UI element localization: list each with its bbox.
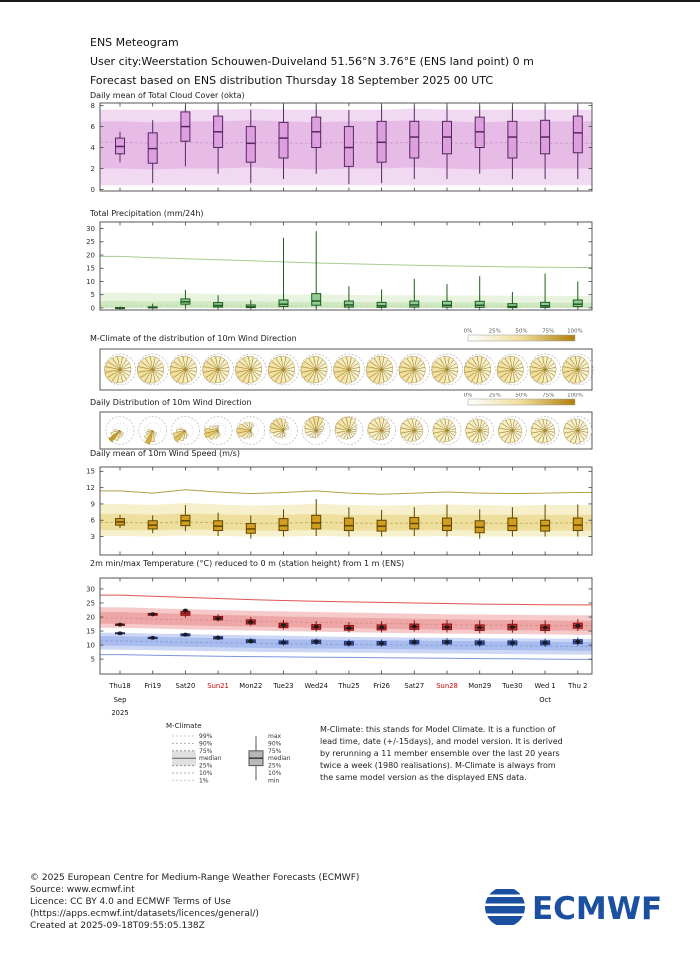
panel-title-wind-speed: Daily mean of 10m Wind Speed (m/s) xyxy=(90,449,240,458)
svg-text:75%: 75% xyxy=(199,748,213,755)
svg-text:10: 10 xyxy=(86,278,95,286)
temperature-chart: 5 10 15 20 25 30 xyxy=(86,577,593,675)
wind-direction-mclimate-chart: 0% 25% 50% 75% 100% xyxy=(99,329,594,391)
footer-created: Created at 2025-09-18T09:55:05.138Z xyxy=(30,920,205,931)
svg-text:100%: 100% xyxy=(567,329,583,335)
svg-text:median: median xyxy=(268,755,291,762)
svg-text:ECMWF: ECMWF xyxy=(532,891,662,927)
panel-title-cloud-cover: Daily mean of Total Cloud Cover (okta) xyxy=(90,91,245,100)
svg-text:max: max xyxy=(268,733,282,740)
svg-text:8: 8 xyxy=(91,102,95,110)
svg-text:0: 0 xyxy=(91,186,95,194)
precipitation-chart: 0 5 10 15 20 25 30 xyxy=(86,221,593,312)
cloud-cover-chart: 0 2 4 6 8 xyxy=(91,102,593,194)
svg-text:75%: 75% xyxy=(542,393,554,399)
svg-text:25%: 25% xyxy=(489,329,501,335)
svg-text:25: 25 xyxy=(86,599,95,607)
svg-text:Tue30: Tue30 xyxy=(501,682,522,690)
svg-text:15: 15 xyxy=(86,468,95,476)
svg-text:75%: 75% xyxy=(542,329,554,335)
svg-text:90%: 90% xyxy=(199,740,213,747)
svg-text:15: 15 xyxy=(86,265,95,273)
svg-text:25%: 25% xyxy=(199,763,213,770)
svg-text:75%: 75% xyxy=(268,748,282,755)
svg-text:50%: 50% xyxy=(515,329,527,335)
header: ENS Meteogram User city:Weerstation Scho… xyxy=(90,36,534,93)
svg-text:90%: 90% xyxy=(268,740,282,747)
svg-text:20: 20 xyxy=(86,613,95,621)
svg-text:25%: 25% xyxy=(489,393,501,399)
svg-text:3: 3 xyxy=(91,533,95,541)
svg-text:10: 10 xyxy=(86,641,95,649)
mclimate-note: M-Climate: this stands for Model Climate… xyxy=(320,725,563,782)
footer-source: Source: www.ecmwf.int xyxy=(30,884,135,895)
svg-text:1%: 1% xyxy=(199,777,209,784)
svg-text:M-Climate: M-Climate xyxy=(166,722,202,730)
svg-text:Thu25: Thu25 xyxy=(337,682,359,690)
svg-text:Mon29: Mon29 xyxy=(468,682,491,690)
svg-text:100%: 100% xyxy=(567,393,583,399)
svg-text:Oct: Oct xyxy=(539,696,551,704)
svg-text:Mon22: Mon22 xyxy=(239,682,262,690)
svg-text:6: 6 xyxy=(91,517,96,525)
svg-text:15: 15 xyxy=(86,627,95,635)
svg-text:Fri26: Fri26 xyxy=(373,682,390,690)
svg-text:12: 12 xyxy=(86,484,95,492)
x-axis-date-labels: Thu18 Fri19 Sat20 Sun21 Mon22 Tue23 Wed24 Thu25… xyxy=(108,682,587,717)
svg-text:30: 30 xyxy=(86,585,95,593)
svg-text:25: 25 xyxy=(86,238,95,246)
svg-text:5: 5 xyxy=(91,291,95,299)
svg-text:0: 0 xyxy=(91,304,95,312)
svg-text:min: min xyxy=(268,777,280,784)
svg-text:20: 20 xyxy=(86,251,95,259)
svg-text:median: median xyxy=(199,755,222,762)
svg-text:99%: 99% xyxy=(199,733,213,740)
panel-title-precipitation: Total Precipitation (mm/24h) xyxy=(90,209,204,218)
svg-text:0%: 0% xyxy=(464,393,473,399)
svg-text:Sun21: Sun21 xyxy=(207,682,229,690)
svg-text:Sat20: Sat20 xyxy=(176,682,196,690)
svg-text:2: 2 xyxy=(91,165,95,173)
svg-text:Thu18: Thu18 xyxy=(108,682,130,690)
boxplot-legend: M-Climate99%90%75%median25%10%1%max90%75… xyxy=(166,722,291,784)
panel-title-wind-direction-daily: Daily Distribution of 10m Wind Direction xyxy=(90,398,252,407)
forecast-line: Forecast based on ENS distribution Thurs… xyxy=(90,74,494,87)
svg-text:Thu 2: Thu 2 xyxy=(567,682,587,690)
footer-licence: Licence: CC BY 4.0 and ECMWF Terms of Us… xyxy=(30,896,259,919)
footer-copyright: © 2025 European Centre for Medium-Range … xyxy=(30,873,360,883)
footer: © 2025 European Centre for Medium-Range … xyxy=(30,873,378,933)
svg-text:Tue23: Tue23 xyxy=(272,682,293,690)
svg-text:Sun28: Sun28 xyxy=(436,682,458,690)
window-top-edge xyxy=(0,0,700,2)
svg-text:6: 6 xyxy=(91,123,96,131)
svg-text:30: 30 xyxy=(86,225,95,233)
svg-text:Wed 1: Wed 1 xyxy=(534,682,555,690)
svg-text:Sat27: Sat27 xyxy=(404,682,424,690)
svg-text:5: 5 xyxy=(91,656,95,664)
panel-title-wind-direction-mclimate: M-Climate of the distribution of 10m Win… xyxy=(90,334,297,343)
svg-text:4: 4 xyxy=(91,144,96,152)
svg-text:2025: 2025 xyxy=(111,709,128,717)
svg-text:50%: 50% xyxy=(515,393,527,399)
user-city-line: User city:Weerstation Schouwen-Duiveland… xyxy=(90,55,534,68)
page-title: ENS Meteogram xyxy=(90,36,179,49)
panel-title-temperature: 2m min/max Temperature (°C) reduced to 0… xyxy=(90,559,405,568)
svg-text:Fri19: Fri19 xyxy=(144,682,161,690)
svg-text:25%: 25% xyxy=(268,763,282,770)
svg-text:Wed24: Wed24 xyxy=(304,682,327,690)
svg-text:10%: 10% xyxy=(268,770,282,777)
ecmwf-logo: ECMWF xyxy=(485,889,662,927)
svg-text:9: 9 xyxy=(91,500,95,508)
svg-text:Sep: Sep xyxy=(114,696,127,704)
wind-direction-daily-chart: 0% 25% 50% 75% 100% xyxy=(99,393,593,450)
wind-speed-chart: 3 6 9 12 15 xyxy=(86,466,593,556)
svg-text:10%: 10% xyxy=(199,770,213,777)
svg-text:0%: 0% xyxy=(464,329,473,335)
